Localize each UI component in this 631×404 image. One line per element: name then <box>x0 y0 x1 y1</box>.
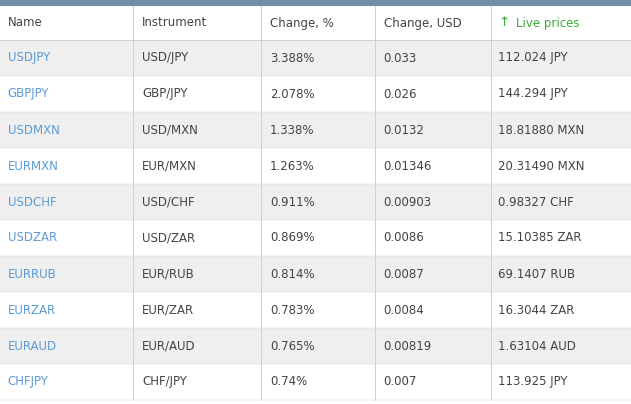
Bar <box>0 76 631 112</box>
Text: 0.0084: 0.0084 <box>384 303 425 316</box>
Text: 0.869%: 0.869% <box>270 231 315 244</box>
Text: EURMXN: EURMXN <box>8 160 59 173</box>
Bar <box>0 0 631 6</box>
Text: CHFJPY: CHFJPY <box>8 375 49 389</box>
Text: 0.0132: 0.0132 <box>384 124 425 137</box>
Bar <box>0 148 631 184</box>
Text: 1.263%: 1.263% <box>270 160 315 173</box>
Text: 15.10385 ZAR: 15.10385 ZAR <box>498 231 582 244</box>
Text: 0.911%: 0.911% <box>270 196 315 208</box>
Text: CHF/JPY: CHF/JPY <box>142 375 187 389</box>
Bar <box>0 220 631 256</box>
Text: 0.98327 CHF: 0.98327 CHF <box>498 196 574 208</box>
Text: 0.765%: 0.765% <box>270 339 315 353</box>
Text: USDJPY: USDJPY <box>8 51 50 65</box>
Text: 0.033: 0.033 <box>384 51 417 65</box>
Text: 144.294 JPY: 144.294 JPY <box>498 88 569 101</box>
Text: 0.00903: 0.00903 <box>384 196 432 208</box>
Text: 3.388%: 3.388% <box>270 51 314 65</box>
Text: 0.74%: 0.74% <box>270 375 307 389</box>
Text: EURRUB: EURRUB <box>8 267 56 280</box>
Text: 69.1407 RUB: 69.1407 RUB <box>498 267 575 280</box>
Text: 1.63104 AUD: 1.63104 AUD <box>498 339 576 353</box>
Text: USD/JPY: USD/JPY <box>142 51 188 65</box>
Bar <box>0 292 631 328</box>
Text: 0.026: 0.026 <box>384 88 417 101</box>
Text: ↑: ↑ <box>498 17 510 29</box>
Text: 2.078%: 2.078% <box>270 88 315 101</box>
Bar <box>0 256 631 292</box>
Text: EUR/ZAR: EUR/ZAR <box>142 303 194 316</box>
Bar <box>0 40 631 76</box>
Text: Change, USD: Change, USD <box>384 17 461 29</box>
Text: 112.024 JPY: 112.024 JPY <box>498 51 568 65</box>
Text: 0.783%: 0.783% <box>270 303 315 316</box>
Text: 0.814%: 0.814% <box>270 267 315 280</box>
Text: Instrument: Instrument <box>142 17 207 29</box>
Text: USD/ZAR: USD/ZAR <box>142 231 195 244</box>
Bar <box>0 328 631 364</box>
Text: 20.31490 MXN: 20.31490 MXN <box>498 160 585 173</box>
Text: 0.007: 0.007 <box>384 375 417 389</box>
Text: EUR/MXN: EUR/MXN <box>142 160 197 173</box>
Text: USD/MXN: USD/MXN <box>142 124 198 137</box>
Text: EUR/RUB: EUR/RUB <box>142 267 195 280</box>
Text: Live prices: Live prices <box>516 17 580 29</box>
Text: Name: Name <box>8 17 42 29</box>
Text: 0.01346: 0.01346 <box>384 160 432 173</box>
Text: EUR/AUD: EUR/AUD <box>142 339 196 353</box>
Text: 18.81880 MXN: 18.81880 MXN <box>498 124 585 137</box>
Bar <box>0 6 631 40</box>
Text: EURZAR: EURZAR <box>8 303 56 316</box>
Text: 16.3044 ZAR: 16.3044 ZAR <box>498 303 575 316</box>
Text: USDCHF: USDCHF <box>8 196 56 208</box>
Text: USDMXN: USDMXN <box>8 124 59 137</box>
Bar <box>0 364 631 400</box>
Text: 0.0086: 0.0086 <box>384 231 425 244</box>
Text: GBPJPY: GBPJPY <box>8 88 49 101</box>
Text: GBP/JPY: GBP/JPY <box>142 88 187 101</box>
Text: 0.0087: 0.0087 <box>384 267 425 280</box>
Text: Change, %: Change, % <box>270 17 334 29</box>
Text: USDZAR: USDZAR <box>8 231 57 244</box>
Text: EURAUD: EURAUD <box>8 339 57 353</box>
Bar <box>0 112 631 148</box>
Bar <box>0 184 631 220</box>
Text: USD/CHF: USD/CHF <box>142 196 194 208</box>
Text: 0.00819: 0.00819 <box>384 339 432 353</box>
Text: 1.338%: 1.338% <box>270 124 315 137</box>
Text: 113.925 JPY: 113.925 JPY <box>498 375 568 389</box>
